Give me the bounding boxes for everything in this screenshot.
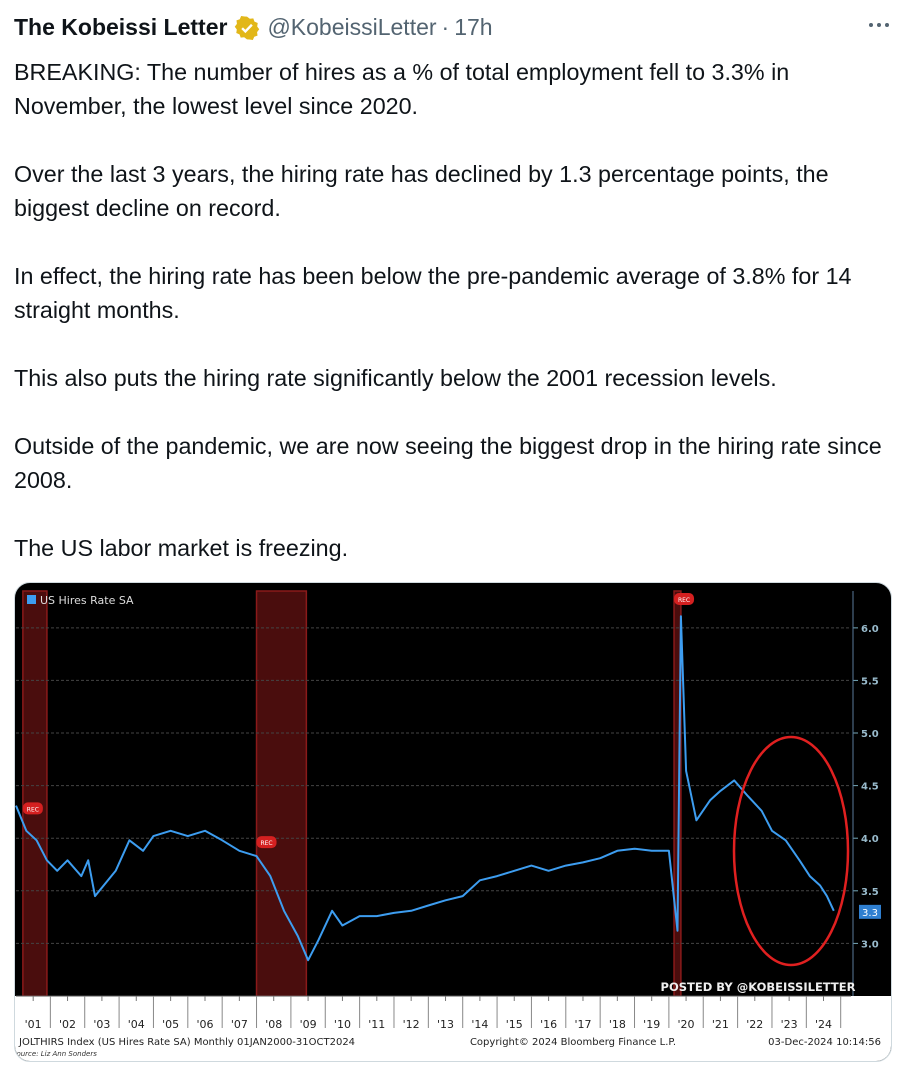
annotation: POSTED BY @KOBEISSILETTER — [661, 980, 856, 994]
tweet-paragraph: Outside of the pandemic, we are now seei… — [14, 433, 882, 493]
y-tick-label: 6.0 — [861, 624, 879, 635]
current-value-label: 3.3 — [862, 908, 878, 919]
tweet-paragraph: The US labor market is freezing. — [14, 535, 349, 561]
timestamp[interactable]: 17h — [454, 14, 493, 40]
recession-label: REC — [260, 840, 272, 847]
highlight-ellipse — [732, 735, 850, 967]
x-tick-label: '18 — [609, 1018, 626, 1031]
recession-marker — [22, 802, 43, 815]
recession-band — [255, 590, 308, 997]
tweet-image[interactable]: 3.0 3.5 4.0 4.5 5.0 5.5 6.0 '01 '02 '03 '04 '05 '06 '… — [14, 582, 892, 1062]
recession-band — [22, 590, 48, 997]
tweet-paragraph: BREAKING: The number of hires as a % of … — [14, 59, 790, 119]
footer-index: JOLTHIRS Index (US Hires Rate SA) Monthl… — [18, 1037, 355, 1048]
current-value-box — [859, 904, 881, 919]
recession-label: REC — [678, 597, 690, 604]
x-tick-label: '04 — [128, 1018, 145, 1031]
separator: · — [441, 14, 450, 40]
y-tick-label: 4.5 — [861, 782, 879, 793]
x-tick-label: '07 — [231, 1018, 248, 1031]
x-tick-label: '14 — [471, 1018, 488, 1031]
x-tick-label: '12 — [403, 1018, 420, 1031]
x-tick-label: '24 — [815, 1018, 832, 1031]
x-tick-label: '03 — [93, 1018, 110, 1031]
x-tick-label: '02 — [59, 1018, 76, 1031]
x-tick-label: '23 — [781, 1018, 798, 1031]
recession-label: REC — [27, 806, 39, 813]
x-tick-label: '21 — [712, 1018, 729, 1031]
more-button[interactable] — [866, 12, 892, 38]
x-tick-label: '15 — [506, 1018, 523, 1031]
y-tick-label: 5.0 — [861, 729, 879, 740]
chart: 3.0 3.5 4.0 4.5 5.0 5.5 6.0 '01 '02 '03 '04 '05 '06 '… — [15, 590, 891, 1061]
verified-badge — [235, 15, 260, 40]
x-tick-label: '19 — [643, 1018, 660, 1031]
footer-source: Source: Liz Ann Sonders — [15, 1050, 97, 1058]
tweet-paragraph: Over the last 3 years, the hiring rate h… — [14, 161, 829, 221]
x-tick-label: '17 — [574, 1018, 591, 1031]
x-tick-label: '09 — [300, 1018, 317, 1031]
x-tick-label: '05 — [162, 1018, 179, 1031]
y-tick-label: 3.5 — [861, 887, 879, 898]
footer-date: 03-Dec-2024 10:14:56 — [768, 1037, 881, 1048]
author-name[interactable]: The Kobeissi Letter — [14, 14, 228, 40]
recession-marker — [256, 836, 277, 849]
tweet-paragraph: In effect, the hiring rate has been belo… — [14, 263, 852, 323]
y-tick-label: 5.5 — [861, 676, 879, 687]
x-tick-label: '20 — [678, 1018, 695, 1031]
data-line — [15, 615, 835, 962]
x-tick-label: '16 — [540, 1018, 557, 1031]
x-tick-label: '01 — [25, 1018, 42, 1031]
recession-marker — [674, 593, 695, 605]
y-tick-label: 4.0 — [861, 834, 879, 845]
x-tick-label: '06 — [196, 1018, 213, 1031]
tweet-text: BREAKING: The number of hires as a % of … — [14, 55, 894, 599]
footer-copyright: Copyright© 2024 Bloomberg Finance L.P. — [470, 1037, 676, 1048]
legend-swatch — [27, 595, 36, 604]
x-tick-label: '10 — [334, 1018, 351, 1031]
x-tick-label: '22 — [746, 1018, 763, 1031]
tweet-paragraph: This also puts the hiring rate significa… — [14, 365, 777, 391]
x-tick-label: '11 — [368, 1018, 385, 1031]
x-tick-label: '08 — [265, 1018, 282, 1031]
tweet-header: The Kobeissi Letter @KobeissiLetter · 17… — [14, 14, 493, 41]
y-tick-label: 3.0 — [861, 939, 879, 950]
author-handle[interactable]: @KobeissiLetter — [267, 14, 437, 40]
x-tick-label: '13 — [437, 1018, 454, 1031]
legend-label: US Hires Rate SA — [40, 594, 134, 607]
x-axis-band — [15, 996, 891, 1061]
